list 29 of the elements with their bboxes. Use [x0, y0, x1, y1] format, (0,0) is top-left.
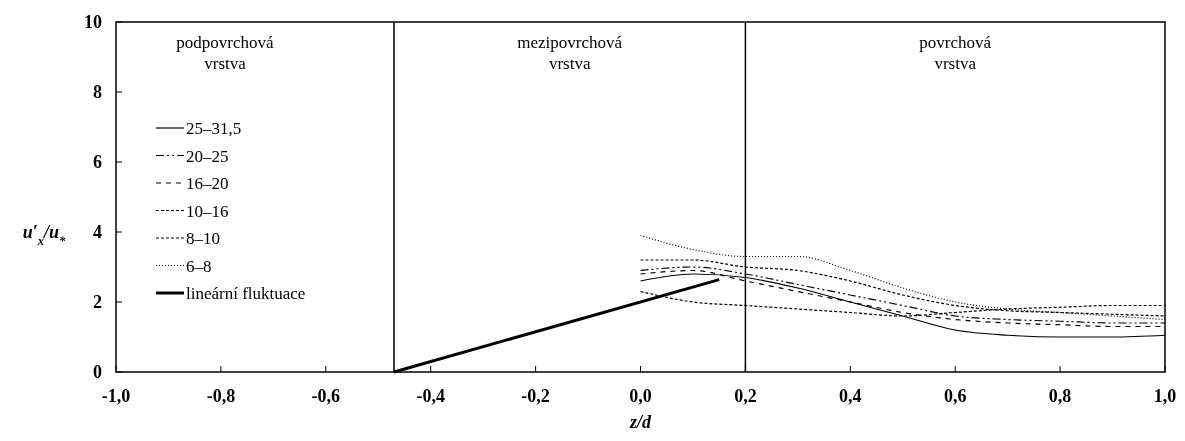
legend-label: lineární fluktuace	[186, 284, 306, 303]
x-tick-label: -1,0	[101, 386, 131, 406]
legend-label: 20–25	[186, 146, 229, 166]
legend-label: 25–31,5	[186, 119, 242, 138]
annotation: povrchová vrstva	[919, 33, 992, 73]
y-tick-label: 0	[93, 362, 102, 382]
y-tick-label: 10	[84, 12, 102, 32]
y-axis-title: u′$_{x}$/u$_{*}$	[22, 222, 67, 248]
legend-label: 16–20	[186, 174, 229, 193]
x-tick-label: 0,4	[839, 386, 862, 406]
x-axis-title: z/d	[628, 412, 652, 432]
y-tick-label: 2	[93, 292, 102, 312]
annotation: podpovrchová vrstva	[176, 33, 275, 73]
x-tick-label: 0,0	[629, 386, 652, 406]
x-tick-label: 0,8	[1048, 386, 1072, 406]
y-tick-label: 4	[93, 222, 102, 242]
x-tick-label: 0,2	[734, 386, 757, 406]
legend-label: 8–10	[186, 229, 220, 248]
legend-label: 10–16	[186, 201, 229, 221]
annotation: mezipovrchová vrstva	[517, 33, 623, 73]
x-tick-label: -0,2	[521, 386, 550, 406]
x-tick-label: -0,6	[311, 386, 341, 406]
x-tick-label: 1,0	[1153, 386, 1177, 406]
x-tick-label: -0,8	[206, 386, 236, 406]
x-tick-label: 0,6	[943, 386, 967, 406]
x-tick-label: -0,4	[416, 386, 445, 406]
legend-label: 6–8	[186, 256, 212, 276]
y-tick-label: 8	[93, 82, 102, 102]
y-tick-label: 6	[93, 152, 102, 172]
